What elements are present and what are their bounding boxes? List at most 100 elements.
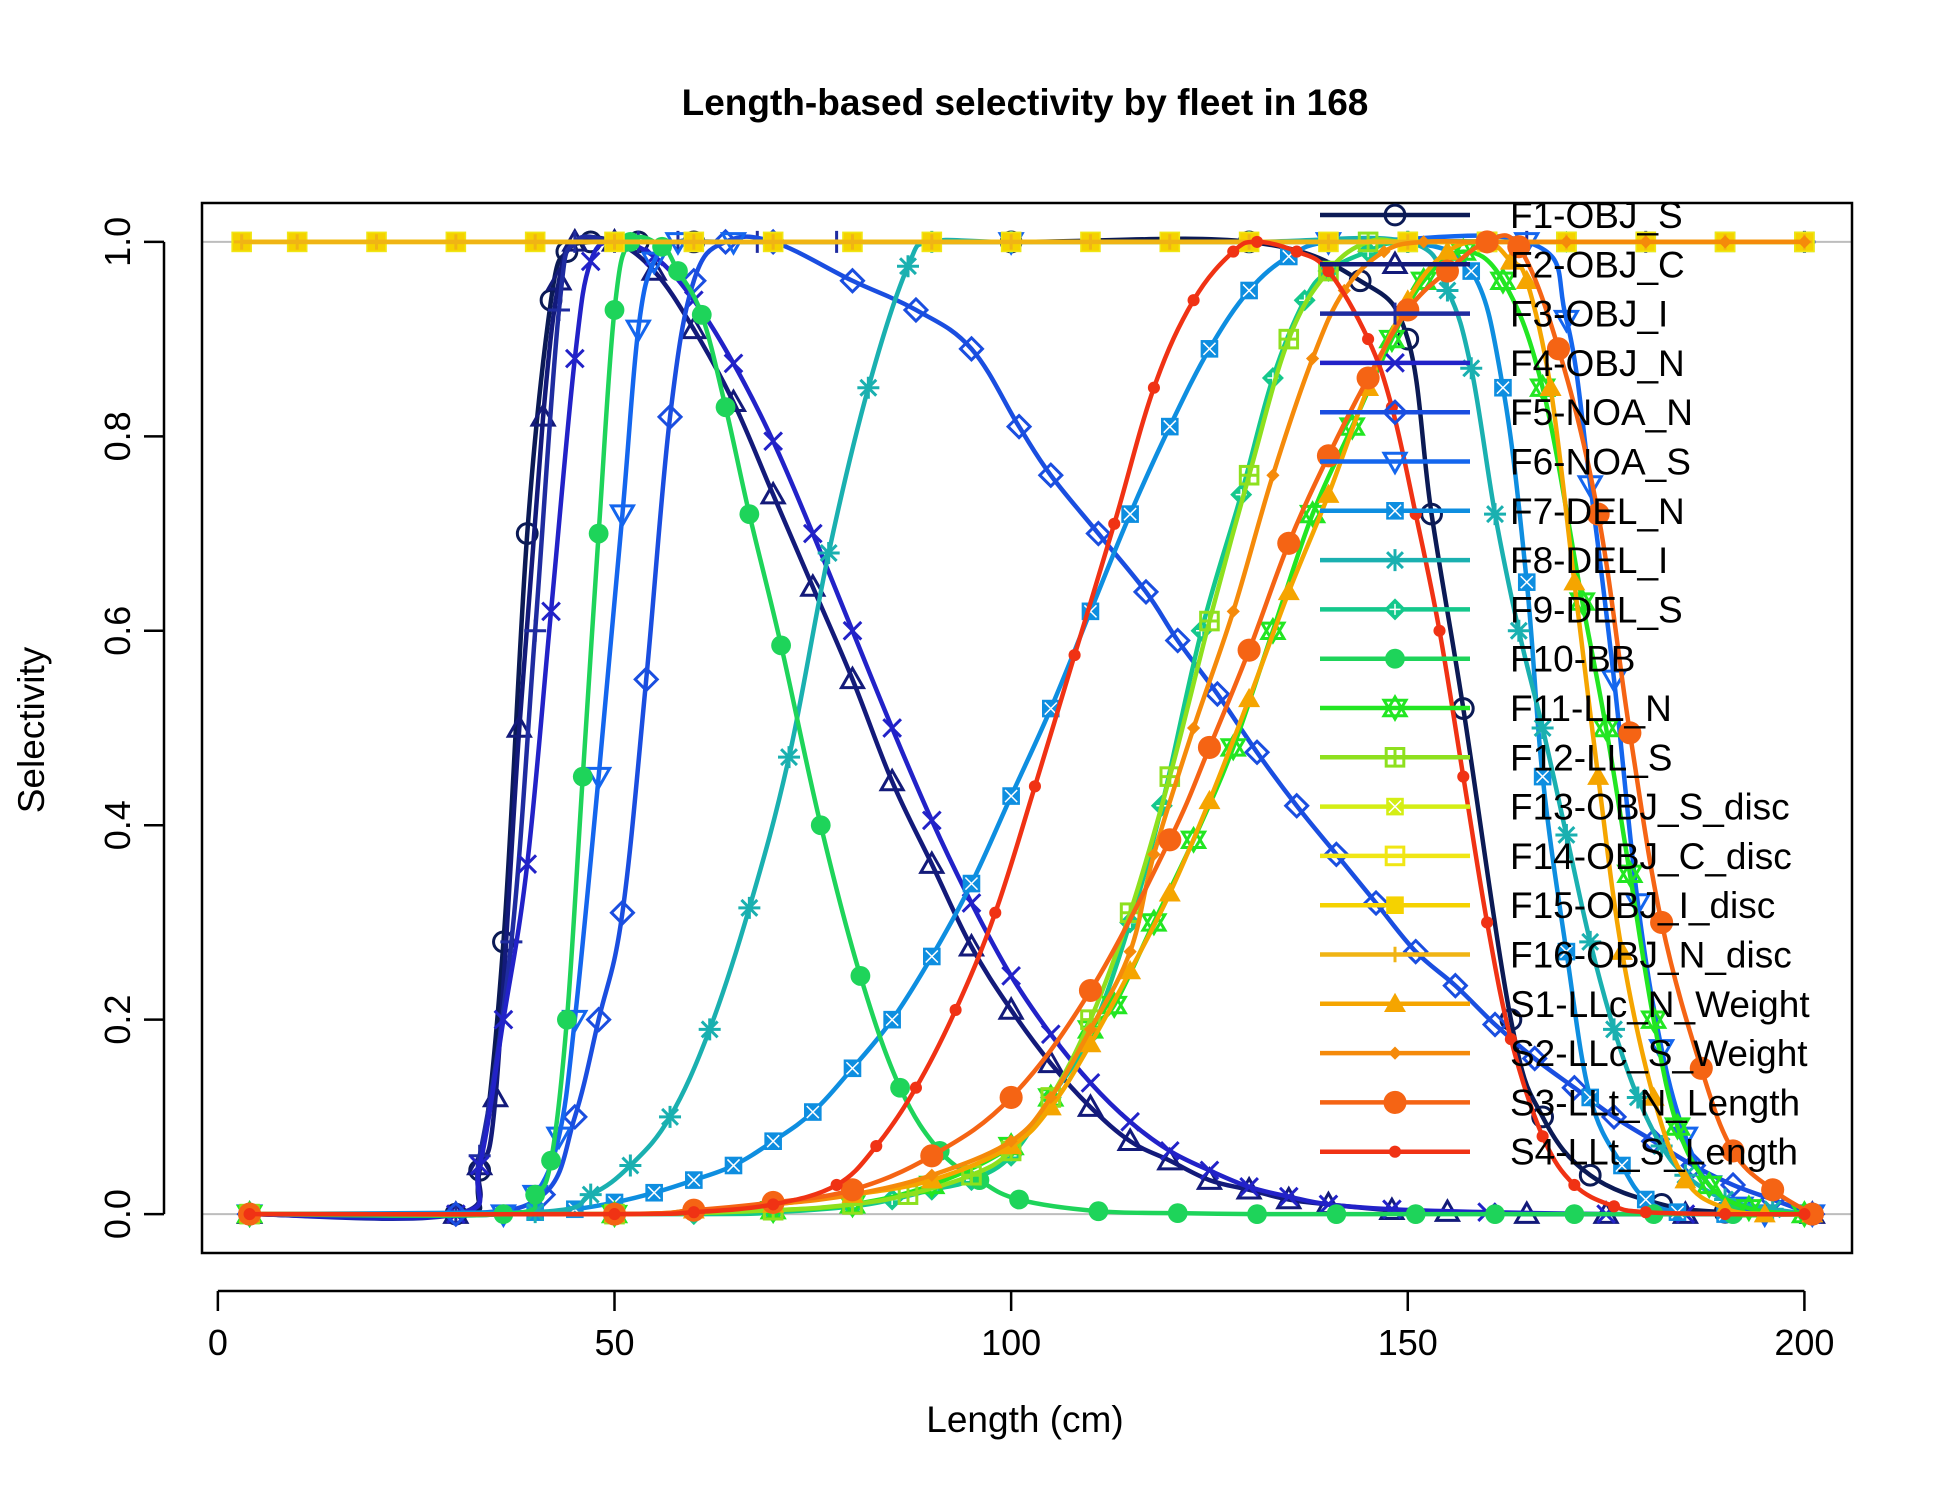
- series-s4-llt-s-length-point: [243, 1208, 256, 1221]
- series-f7-del-n-point: [1494, 378, 1512, 397]
- legend-label: F13-OBJ_S_disc: [1510, 787, 1790, 828]
- series-f8-del-i-point: [698, 1018, 721, 1041]
- legend-f10-bb: F10-BB: [1320, 639, 1635, 680]
- series-s4-llt-s-length-point: [767, 1198, 780, 1211]
- legend-s3-llt-n-length: S3-LLt_N_Length: [1320, 1082, 1800, 1123]
- series-s1-llc-n-weight-point: [1079, 1032, 1102, 1053]
- series-f2-obj-c-point: [799, 573, 827, 597]
- series-s2-llc-s-weight-point: [1083, 1022, 1098, 1036]
- legend-label: F8-DEL_I: [1510, 540, 1668, 581]
- legend-f7-del-n: F7-DEL_N: [1320, 491, 1685, 532]
- series-f4-obj-n-point: [1120, 1111, 1140, 1132]
- series-f4-obj-n-point: [1159, 1141, 1180, 1161]
- legend-s1-llc-n-weight: S1-LLc_N_Weight: [1320, 984, 1810, 1025]
- legend-label: F2-OBJ_C: [1510, 244, 1685, 285]
- legend-swatch-point: [1384, 747, 1406, 768]
- y-tick-label: 1.0: [97, 217, 138, 267]
- series-s3-llt-n-length-point: [1650, 910, 1674, 934]
- series-s3-llt-n-length-point: [1546, 337, 1571, 361]
- series-s4-llt-s-length-point: [1147, 381, 1160, 394]
- legend-swatch-point: [1387, 946, 1403, 963]
- series-f4-obj-n-point: [517, 854, 538, 874]
- series-s4-llt-s-length-point: [1536, 1130, 1549, 1143]
- series-s4-llt-s-length-point: [1227, 245, 1240, 258]
- series-f16-obj-n-disc-point: [844, 234, 861, 250]
- series-f16-obj-n-disc-point: [289, 234, 305, 250]
- series-f8-del-i-point: [1460, 357, 1483, 380]
- legend-swatch-point: [1384, 302, 1406, 325]
- series-s4-llt-s-length-point: [1719, 1208, 1732, 1221]
- series-s4-llt-s-length-point: [608, 1208, 621, 1221]
- series-f10-bb-point: [1009, 1189, 1029, 1210]
- series-f8-del-i-point: [817, 542, 840, 564]
- series-s1-llc-n-weight-point: [1499, 250, 1522, 270]
- series-f6-noa-s-point: [1552, 309, 1581, 334]
- x-tick-label: 0: [208, 1322, 228, 1363]
- legend-swatch-point: [1384, 845, 1406, 867]
- series-f5-noa-n-point: [958, 335, 985, 362]
- series-f12-ll-s-point: [1199, 610, 1220, 632]
- legend-label: F1-OBJ_S: [1510, 195, 1683, 236]
- series-f5-noa-n-point: [1481, 1011, 1509, 1038]
- series-s2-llc-s-weight-point: [1266, 468, 1280, 482]
- series-f8-del-i-point: [1761, 1198, 1784, 1221]
- series-s1-llc-n-weight-point: [1119, 960, 1142, 980]
- series-f16-obj-n-disc-point: [686, 234, 702, 250]
- legend: F1-OBJ_S F2-OBJ_C F3-OBJ_I F4-OBJ_N F5-NOA_N…: [1320, 195, 1810, 1173]
- series-f16-obj-n-disc-point: [233, 234, 250, 250]
- series-f7-del-n-point: [1121, 505, 1139, 523]
- series-f10-bb-point: [1326, 1204, 1347, 1225]
- series-f7-del-n-point: [724, 1156, 743, 1175]
- series-s3-llt-n-length-point: [1356, 366, 1380, 390]
- series-f4-obj-n-point: [493, 1009, 514, 1030]
- series-f16-obj-n-disc-point: [448, 234, 464, 250]
- series-f7-del-n-point: [1160, 417, 1179, 436]
- series-f4-obj-n-line: [249, 239, 1813, 1221]
- legend-swatch-point: [1381, 694, 1409, 722]
- series-s3-llt-n-length-point: [840, 1178, 865, 1202]
- legend-label: F10-BB: [1510, 639, 1635, 680]
- series-f7-del-n-point: [645, 1183, 663, 1202]
- series-s1-llc-n-weight-point: [1436, 240, 1459, 260]
- series-f2-obj-c-point: [759, 480, 787, 505]
- series-f1-obj-s-point: [1578, 1163, 1602, 1187]
- series-f4-obj-n-point: [469, 1155, 490, 1176]
- series-f4-obj-n-point: [842, 620, 863, 641]
- series-f2-obj-c-point: [997, 995, 1025, 1020]
- legend-f8-del-i: F8-DEL_I: [1320, 540, 1668, 581]
- series-f16-obj-n-disc-point: [368, 234, 385, 250]
- series-s1-llc-n-weight-point: [1642, 1086, 1665, 1106]
- series-f5-noa-n-point: [902, 296, 930, 324]
- series-f10-bb-point: [810, 815, 831, 836]
- series-f7-del-n-point: [1557, 942, 1576, 961]
- series-f7-del-n-point: [1462, 262, 1481, 280]
- series-f6-noa-s-point: [640, 251, 668, 276]
- series-f5-noa-n-point: [1561, 1074, 1588, 1101]
- series-f2-obj-c-point: [918, 850, 946, 874]
- legend-swatch-point: [1383, 203, 1407, 227]
- series-f8-del-i-point: [1555, 823, 1578, 846]
- series-f16-obj-n-disc-point: [924, 234, 940, 250]
- series-f5-noa-n-point: [1005, 413, 1033, 440]
- legend-swatch-point: [1381, 399, 1409, 426]
- series-s4-llt-s-length-point: [1322, 265, 1335, 278]
- series-f7-del-n-point: [843, 1059, 862, 1078]
- series-s1-llc-n-weight-point: [1238, 687, 1261, 708]
- series-f1-obj-s-point: [515, 522, 539, 545]
- series-s4-llt-s-length-point: [1433, 624, 1446, 637]
- series-s1-llc-n-weight-point: [1515, 269, 1538, 290]
- series-f11-ll-n-point: [1663, 1112, 1692, 1141]
- legend-f5-noa-n: F5-NOA_N: [1320, 392, 1693, 433]
- series-s3-llt-n-length-point: [1316, 444, 1340, 468]
- axes: 0 50 100 150 200 0.0 0.2 0.4 0.6 0.8 1.0: [97, 201, 1854, 1363]
- series-s3-llt-n-length-point: [1475, 230, 1499, 254]
- x-tick-label: 200: [1774, 1322, 1834, 1363]
- series-f5-noa-n-point: [1719, 1171, 1747, 1199]
- legend-label: S3-LLt_N_Length: [1510, 1082, 1800, 1123]
- series-f5-noa-n-point: [1243, 739, 1271, 766]
- series-f3-obj-i-point: [500, 930, 523, 953]
- series-f2-obj-c-point: [680, 315, 708, 340]
- series-f4-obj-n-point: [921, 810, 942, 831]
- series-f5-noa-n-point: [839, 267, 866, 294]
- series-f5-noa-n-point: [609, 899, 636, 926]
